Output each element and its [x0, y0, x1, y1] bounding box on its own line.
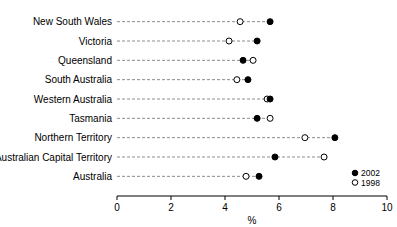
x-tick [333, 196, 334, 200]
dot-marker [234, 77, 240, 83]
x-tick-label: 4 [222, 202, 228, 213]
dot-marker [254, 115, 260, 121]
leader-line [117, 79, 248, 80]
dot-marker [267, 96, 273, 102]
x-tick-label: 10 [381, 202, 393, 213]
category-label: Western Australia [34, 94, 113, 105]
dot-marker [240, 57, 246, 63]
x-tick [225, 196, 226, 200]
category-label: Australian Capital Territory [0, 152, 112, 163]
legend-marker [352, 180, 358, 186]
leader-line [117, 21, 270, 22]
dot-marker [254, 38, 260, 44]
legend-label: 2002 [361, 168, 380, 178]
x-tick-label: 6 [276, 202, 282, 213]
x-tick-label: 2 [168, 202, 174, 213]
plot-area [117, 19, 338, 180]
category-label: Victoria [79, 36, 113, 47]
dot-marker [267, 115, 273, 121]
leader-line [117, 118, 270, 119]
dot-marker [245, 77, 251, 83]
legend: 20021998 [352, 168, 380, 188]
legend-marker [352, 170, 358, 176]
dot-marker [272, 154, 278, 160]
leader-line [117, 41, 257, 42]
leader-line [117, 176, 259, 177]
dot-marker [250, 57, 256, 63]
chart: New South Wales Victoria Queensland South A… [0, 0, 397, 227]
dot-marker [302, 135, 308, 141]
x-tick [279, 196, 280, 200]
x-axis-label: % [248, 215, 257, 226]
leader-line [117, 99, 270, 100]
dot-marker [237, 19, 243, 25]
category-label: Tasmania [69, 113, 112, 124]
x-tick [171, 196, 172, 200]
dot-marker [321, 154, 327, 160]
legend-label: 1998 [361, 178, 380, 188]
category-label: New South Wales [33, 16, 112, 27]
x-tick-label: 8 [330, 202, 336, 213]
category-label: Queensland [58, 55, 112, 66]
category-label: Australia [73, 171, 112, 182]
leader-line [117, 60, 253, 61]
category-label: South Australia [45, 74, 113, 85]
x-axis [117, 196, 387, 197]
x-tick [117, 196, 118, 200]
dot-marker [226, 38, 232, 44]
category-label: Northern Territory [34, 132, 112, 143]
x-tick [387, 196, 388, 200]
dot-marker [243, 173, 249, 179]
dot-marker [267, 19, 273, 25]
leader-line [117, 157, 324, 158]
dot-marker [332, 135, 338, 141]
x-tick-label: 0 [114, 202, 120, 213]
dot-marker [256, 173, 262, 179]
